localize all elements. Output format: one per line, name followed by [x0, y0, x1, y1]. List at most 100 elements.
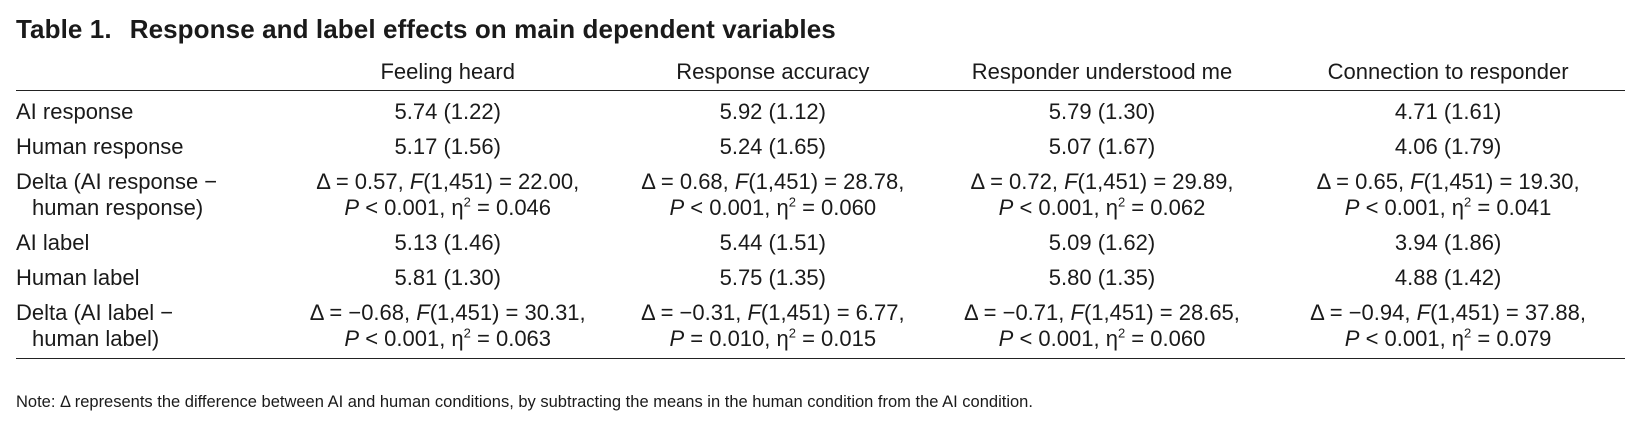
stat-line-f-test: Δ = −0.94, F(1,451) = 37.88, [1271, 300, 1625, 326]
row-label: Delta (AI response − human response) [16, 166, 283, 227]
squared-superscript: 2 [463, 194, 471, 210]
delta-value: Δ = −0.71, [964, 300, 1071, 325]
p-symbol: P [344, 326, 360, 351]
p-value: < 0.001, η [1013, 326, 1118, 351]
column-header: Connection to responder [1271, 55, 1625, 91]
table-title: Table 1. Response and label effects on ma… [16, 14, 836, 45]
row-label-line: Delta (AI response − [16, 169, 218, 194]
table-cell: 5.79 (1.30) [1048, 99, 1156, 124]
table-cell: 5.75 (1.35) [719, 265, 826, 290]
table-cell: 5.80 (1.35) [1048, 265, 1156, 290]
row-label: AI response [16, 99, 134, 124]
p-value: < 0.001, η [359, 195, 464, 220]
table-cell: 4.71 (1.61) [1394, 99, 1502, 124]
stat-line-p-eta: P = 0.010, η2 = 0.015 [613, 326, 933, 352]
stat-cell: Δ = 0.57, F(1,451) = 22.00, P < 0.001, η2… [283, 166, 613, 227]
eta-value: = 0.060 [1125, 326, 1206, 351]
table-cell: 3.94 (1.86) [1394, 230, 1502, 255]
stat-line-f-test: Δ = 0.65, F(1,451) = 19.30, [1271, 169, 1625, 195]
f-value: (1,451) = 28.65, [1083, 300, 1240, 325]
table-cell: 5.09 (1.62) [1048, 230, 1156, 255]
f-value: (1,451) = 6.77, [760, 300, 905, 325]
squared-superscript: 2 [1117, 325, 1126, 341]
p-value: < 0.001, η [1013, 195, 1118, 220]
stat-line-f-test: Δ = 0.68, F(1,451) = 28.78, [613, 169, 933, 195]
p-value: < 0.001, η [359, 326, 464, 351]
f-value: (1,451) = 30.31, [429, 300, 586, 325]
eta-value: = 0.015 [795, 326, 877, 351]
row-label-line: Delta (AI label − [16, 300, 174, 325]
p-value: = 0.010, η [684, 326, 789, 351]
stat-line-p-eta: P < 0.001, η2 = 0.063 [283, 326, 613, 352]
f-symbol: F [1064, 169, 1078, 194]
table-row: AI response 5.74 (1.22) 5.92 (1.12) 5.79… [16, 91, 1625, 132]
row-label: AI label [16, 230, 90, 255]
p-symbol: P [669, 326, 685, 351]
row-label: Human response [16, 134, 184, 159]
p-symbol: P [669, 195, 685, 220]
column-header: Feeling heard [282, 55, 613, 91]
eta-value: = 0.062 [1125, 195, 1206, 220]
p-symbol: P [1344, 326, 1360, 351]
stat-cell: Δ = −0.68, F(1,451) = 30.31, P < 0.001, η… [282, 297, 613, 359]
delta-value: Δ = −0.94, [1310, 300, 1417, 325]
f-symbol: F [747, 300, 761, 325]
stat-line-p-eta: P < 0.001, η2 = 0.060 [613, 195, 933, 221]
delta-value: Δ = 0.57, [316, 169, 410, 194]
delta-value: Δ = 0.72, [970, 169, 1065, 194]
delta-value: Δ = −0.31, [640, 300, 748, 325]
table-footnote: Note: Δ represents the difference betwee… [16, 393, 1033, 411]
table-cell: 5.17 (1.56) [394, 134, 501, 159]
f-value: (1,451) = 29.89, [1077, 169, 1234, 194]
p-symbol: P [1344, 195, 1360, 220]
stat-cell: Δ = −0.94, F(1,451) = 37.88, P < 0.001, η… [1271, 297, 1625, 359]
row-label: Delta (AI label − human label) [16, 297, 283, 359]
f-value: (1,451) = 22.00, [423, 169, 580, 194]
f-symbol: F [734, 169, 749, 194]
row-label-line: human response) [32, 195, 204, 220]
squared-superscript: 2 [1464, 325, 1472, 341]
stat-cell: Δ = −0.71, F(1,451) = 28.65, P < 0.001, η… [932, 297, 1272, 359]
f-symbol: F [416, 300, 430, 325]
p-symbol: P [998, 195, 1014, 220]
stat-line-f-test: Δ = 0.57, F(1,451) = 22.00, [283, 169, 613, 195]
table-row: Delta (AI response − human response) Δ =… [16, 166, 1625, 227]
f-symbol: F [1410, 169, 1424, 194]
stat-line-f-test: Δ = −0.71, F(1,451) = 28.65, [933, 300, 1271, 326]
squared-superscript: 2 [1117, 194, 1126, 210]
table-cell: 5.74 (1.22) [394, 99, 501, 124]
squared-superscript: 2 [788, 325, 796, 341]
eta-value: = 0.063 [470, 326, 552, 351]
results-table: Feeling heard Response accuracy Responde… [16, 55, 1625, 359]
table-cell: 5.13 (1.46) [394, 230, 501, 255]
f-value: (1,451) = 19.30, [1423, 169, 1580, 194]
stat-line-p-eta: P < 0.001, η2 = 0.079 [1271, 326, 1625, 352]
f-symbol: F [409, 169, 424, 194]
eta-value: = 0.079 [1471, 326, 1552, 351]
table-number: Table 1. [16, 14, 112, 44]
stat-line-f-test: Δ = −0.68, F(1,451) = 30.31, [283, 300, 613, 326]
stat-line-f-test: Δ = 0.72, F(1,451) = 29.89, [933, 169, 1271, 195]
p-value: < 0.001, η [1359, 195, 1465, 220]
stat-line-p-eta: P < 0.001, η2 = 0.046 [283, 195, 613, 221]
stat-cell: Δ = 0.68, F(1,451) = 28.78, P < 0.001, η2… [613, 166, 933, 227]
f-symbol: F [1070, 300, 1084, 325]
table-cell: 4.88 (1.42) [1394, 265, 1502, 290]
header-row: Feeling heard Response accuracy Responde… [16, 55, 1625, 91]
table-cell: 4.06 (1.79) [1394, 134, 1502, 159]
table-row: AI label 5.13 (1.46) 5.44 (1.51) 5.09 (1… [16, 227, 1625, 262]
table-row: Human response 5.17 (1.56) 5.24 (1.65) 5… [16, 131, 1625, 166]
eta-value: = 0.041 [1471, 195, 1552, 220]
p-value: < 0.001, η [1359, 326, 1465, 351]
stat-cell: Δ = −0.31, F(1,451) = 6.77, P = 0.010, η2… [612, 297, 933, 359]
eta-value: = 0.046 [470, 195, 552, 220]
stat-cell: Δ = 0.65, F(1,451) = 19.30, P < 0.001, η2… [1271, 166, 1625, 227]
stat-line-p-eta: P < 0.001, η2 = 0.060 [933, 326, 1271, 352]
table-row: Delta (AI label − human label) Δ = −0.68… [16, 297, 1625, 359]
row-label-line: human label) [32, 326, 160, 351]
delta-value: Δ = 0.68, [641, 169, 735, 194]
table-caption: Response and label effects on main depen… [129, 14, 836, 44]
f-value: (1,451) = 28.78, [748, 169, 905, 194]
column-header: Response accuracy [612, 55, 933, 91]
table-cell: 5.81 (1.30) [394, 265, 501, 290]
